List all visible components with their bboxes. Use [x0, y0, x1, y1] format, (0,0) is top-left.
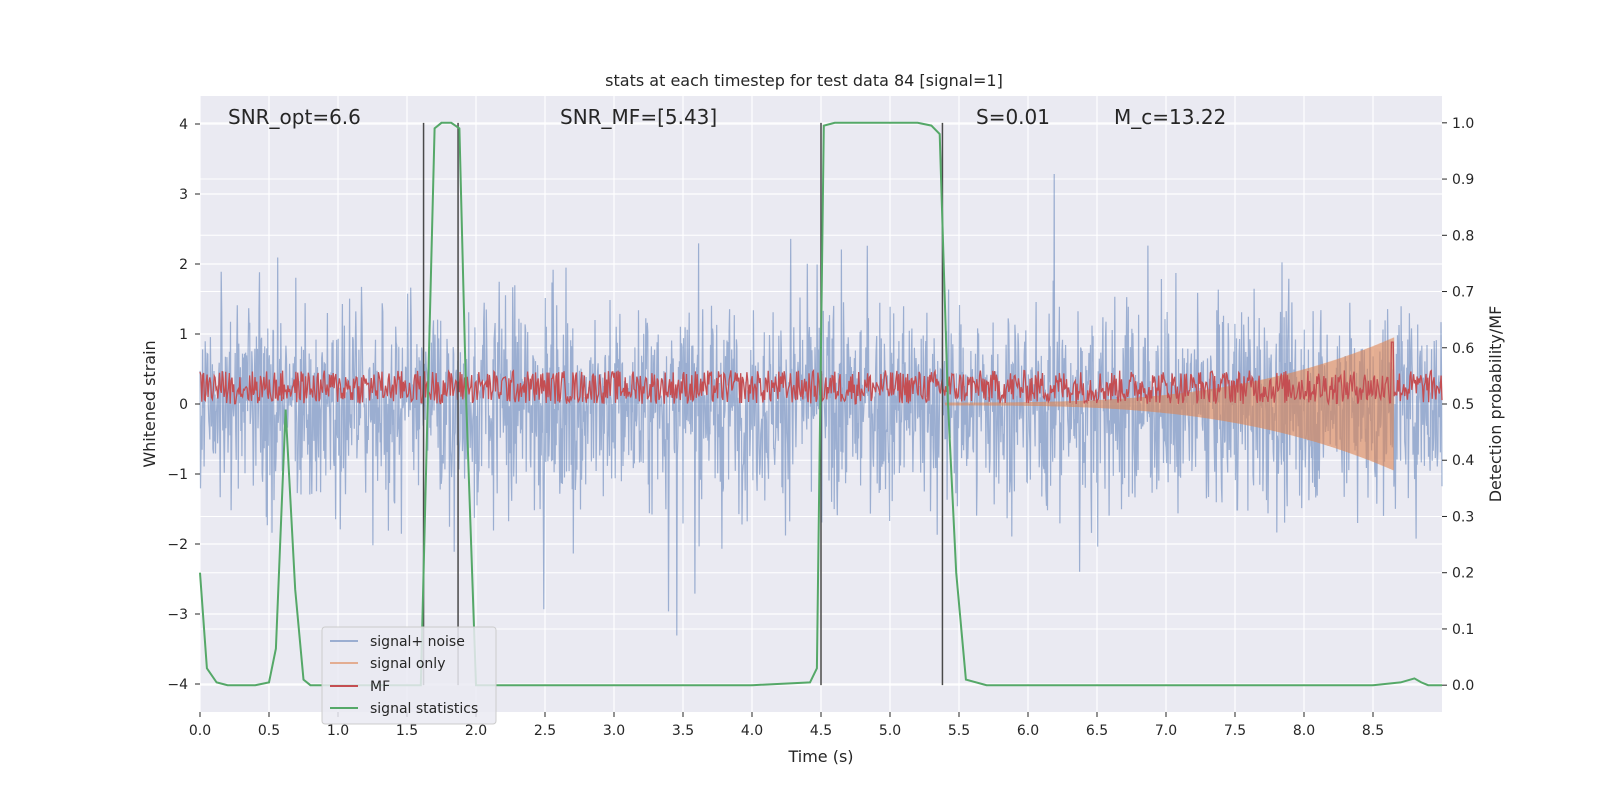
annotation-s-value: S=0.01	[976, 105, 1050, 129]
x-tick-label: 1.5	[396, 723, 418, 739]
x-tick-label: 2.0	[465, 723, 487, 739]
x-tick-label: 1.0	[327, 723, 349, 739]
x-tick-label: 4.0	[741, 723, 763, 739]
x-tick-label: 8.0	[1293, 723, 1315, 739]
legend-item-signal-statistics: signal statistics	[330, 701, 478, 717]
legend-box	[321, 626, 497, 725]
y-tick-label: −4	[167, 677, 188, 693]
plot-area	[199, 96, 1443, 712]
legend-label-signal-only: signal only	[370, 656, 445, 672]
y-right-tick-label: 0.4	[1452, 453, 1474, 469]
signal-only-series	[944, 337, 1395, 471]
x-axis-label: Time (s)	[787, 747, 853, 766]
legend-item-signal-noise: signal+ noise	[330, 634, 465, 650]
legend-item-mf: MF	[330, 679, 390, 695]
y-right-tick-label: 1.0	[1452, 116, 1474, 132]
x-tick-label: 0.0	[189, 723, 211, 739]
y-axis-ticks-left: 4 3 2 1 0 −1 −2 −3 −4	[167, 117, 200, 693]
x-tick-label: 6.0	[1017, 723, 1039, 739]
y-right-tick-label: 0.9	[1452, 172, 1474, 188]
x-tick-label: 3.0	[603, 723, 625, 739]
x-tick-label: 4.5	[810, 723, 832, 739]
x-tick-label: 2.5	[534, 723, 556, 739]
x-tick-label: 7.0	[1155, 723, 1177, 739]
legend: signal+ noise signal only MF signal stat…	[321, 626, 497, 725]
y-tick-label: −1	[167, 467, 188, 483]
x-tick-label: 5.5	[948, 723, 970, 739]
signal-only-line	[944, 337, 1395, 471]
x-axis-ticks: 0.0 0.5 1.0 1.5 2.0 2.5 3.0 3.5 4.0 4.5 5.0 5.5 6.0 6…	[189, 712, 1384, 739]
legend-label-signal-noise: signal+ noise	[370, 634, 465, 650]
y-right-tick-label: 0.7	[1452, 285, 1474, 301]
x-tick-label: 8.5	[1362, 723, 1384, 739]
annotation-snr-mf: SNR_MF=[5.43]	[560, 105, 717, 129]
annotation-mc-value: M_c=13.22	[1114, 105, 1226, 129]
x-tick-label: 5.0	[879, 723, 901, 739]
y-axis-ticks-right: 1.0 0.9 0.8 0.7 0.6 0.5 0.4 0.3 0.2 0.1 0.0	[1442, 116, 1474, 694]
y-right-tick-label: 0.8	[1452, 228, 1474, 244]
x-tick-label: 6.5	[1086, 723, 1108, 739]
y-right-tick-label: 0.3	[1452, 509, 1474, 525]
legend-item-signal-only: signal only	[330, 656, 445, 672]
y-tick-label: 3	[179, 187, 188, 203]
legend-label-signal-statistics: signal statistics	[370, 701, 478, 717]
y-right-tick-label: 0.6	[1452, 341, 1474, 357]
y-right-tick-label: 0.1	[1452, 622, 1474, 638]
y-tick-label: 4	[179, 117, 188, 133]
y-right-tick-label: 0.5	[1452, 397, 1474, 413]
y-axis-label-left: Whitened strain	[140, 340, 159, 467]
y-right-tick-label: 0.2	[1452, 566, 1474, 582]
x-tick-label: 0.5	[258, 723, 280, 739]
y-axis-label-right: Detection probability/MF	[1486, 306, 1505, 503]
y-tick-label: −2	[167, 537, 188, 553]
y-tick-label: 1	[179, 327, 188, 343]
annotations: SNR_opt=6.6 SNR_MF=[5.43] S=0.01 M_c=13.…	[228, 105, 1226, 129]
y-tick-label: 2	[179, 257, 188, 273]
x-tick-label: 7.5	[1224, 723, 1246, 739]
legend-label-mf: MF	[370, 679, 390, 695]
y-tick-label: 0	[179, 397, 188, 413]
y-tick-label: −3	[167, 607, 188, 623]
x-tick-label: 3.5	[672, 723, 694, 739]
chart-title: stats at each timestep for test data 84 …	[605, 71, 1003, 90]
y-right-tick-label: 0.0	[1452, 678, 1474, 694]
annotation-snr-opt: SNR_opt=6.6	[228, 105, 361, 129]
